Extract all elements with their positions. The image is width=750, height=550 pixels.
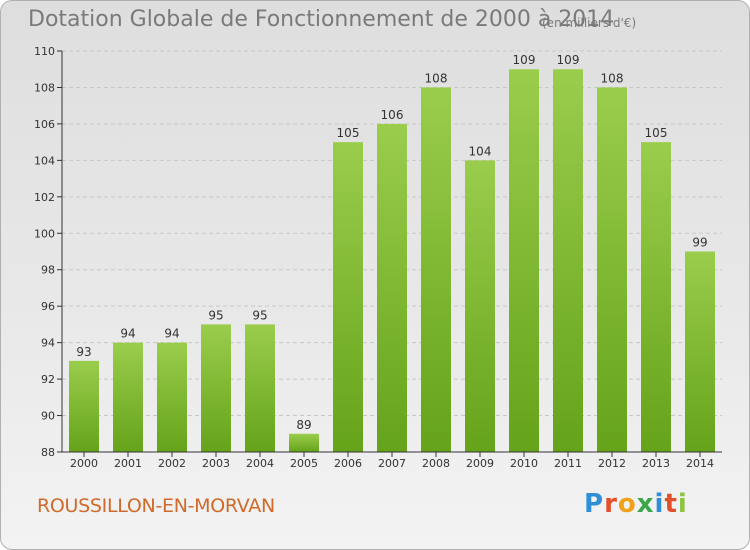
logo-letter: o xyxy=(617,489,637,519)
y-tick-label: 102 xyxy=(34,191,55,204)
y-tick-label: 106 xyxy=(34,118,55,131)
x-tick-label: 2007 xyxy=(378,457,406,470)
logo-letter: i xyxy=(654,489,665,519)
proxiti-logo[interactable]: Proxiti xyxy=(584,489,688,519)
bar xyxy=(157,342,187,452)
x-tick-label: 2004 xyxy=(246,457,274,470)
bar xyxy=(289,433,319,452)
x-tick-label: 2014 xyxy=(686,457,714,470)
bar xyxy=(377,123,407,452)
bar xyxy=(509,69,539,453)
x-tick-label: 2002 xyxy=(158,457,186,470)
logo-letter: r xyxy=(604,489,618,519)
logo-letter: P xyxy=(584,489,605,519)
x-tick-label: 2000 xyxy=(70,457,98,470)
bar-value-label: 89 xyxy=(296,418,311,432)
bar xyxy=(201,324,231,452)
bar-value-label: 108 xyxy=(425,71,448,85)
bar-value-label: 106 xyxy=(381,108,404,122)
bar-value-label: 104 xyxy=(469,144,492,158)
y-tick-label: 92 xyxy=(41,373,55,386)
y-tick-label: 104 xyxy=(34,154,55,167)
logo-letter: x xyxy=(636,489,655,519)
logo-letter: t xyxy=(664,489,678,519)
x-tick-label: 2001 xyxy=(114,457,142,470)
x-tick-label: 2003 xyxy=(202,457,230,470)
bar-value-label: 105 xyxy=(645,126,668,140)
x-tick-label: 2012 xyxy=(598,457,626,470)
y-tick-label: 108 xyxy=(34,81,55,94)
bar-value-label: 95 xyxy=(208,308,223,322)
bar-value-label: 105 xyxy=(337,126,360,140)
y-tick-label: 90 xyxy=(41,410,55,423)
bar xyxy=(69,360,99,452)
bar xyxy=(465,160,495,452)
y-tick-label: 94 xyxy=(41,337,55,350)
chart-title: Dotation Globale de Fonctionnement de 20… xyxy=(28,7,615,32)
y-tick-label: 100 xyxy=(34,227,55,240)
y-tick-label: 110 xyxy=(34,45,55,58)
bar-value-label: 94 xyxy=(164,327,179,341)
x-tick-label: 2011 xyxy=(554,457,582,470)
bar-value-label: 93 xyxy=(76,345,91,359)
bar xyxy=(245,324,275,452)
bar xyxy=(685,251,715,452)
bar xyxy=(421,87,451,453)
bar-value-label: 99 xyxy=(692,236,707,250)
bar xyxy=(553,69,583,453)
x-tick-label: 2006 xyxy=(334,457,362,470)
x-tick-label: 2013 xyxy=(642,457,670,470)
bar xyxy=(333,142,363,453)
commune-name: ROUSSILLON-EN-MORVAN xyxy=(37,495,275,517)
bar-value-label: 109 xyxy=(513,53,536,67)
bar-value-label: 108 xyxy=(601,71,624,85)
y-tick-label: 98 xyxy=(41,264,55,277)
bar-value-label: 109 xyxy=(557,53,580,67)
bar xyxy=(641,142,671,453)
x-tick-label: 2009 xyxy=(466,457,494,470)
x-tick-label: 2005 xyxy=(290,457,318,470)
bar xyxy=(597,87,627,453)
chart-unit: (en milliers d'€) xyxy=(542,16,637,30)
bar-value-label: 95 xyxy=(252,308,267,322)
x-tick-label: 2010 xyxy=(510,457,538,470)
x-tick-label: 2008 xyxy=(422,457,450,470)
logo-letter: i xyxy=(677,489,688,519)
y-tick-label: 96 xyxy=(41,300,55,313)
bar-value-label: 94 xyxy=(120,327,135,341)
bar xyxy=(113,342,143,452)
y-tick-label: 88 xyxy=(41,446,55,459)
